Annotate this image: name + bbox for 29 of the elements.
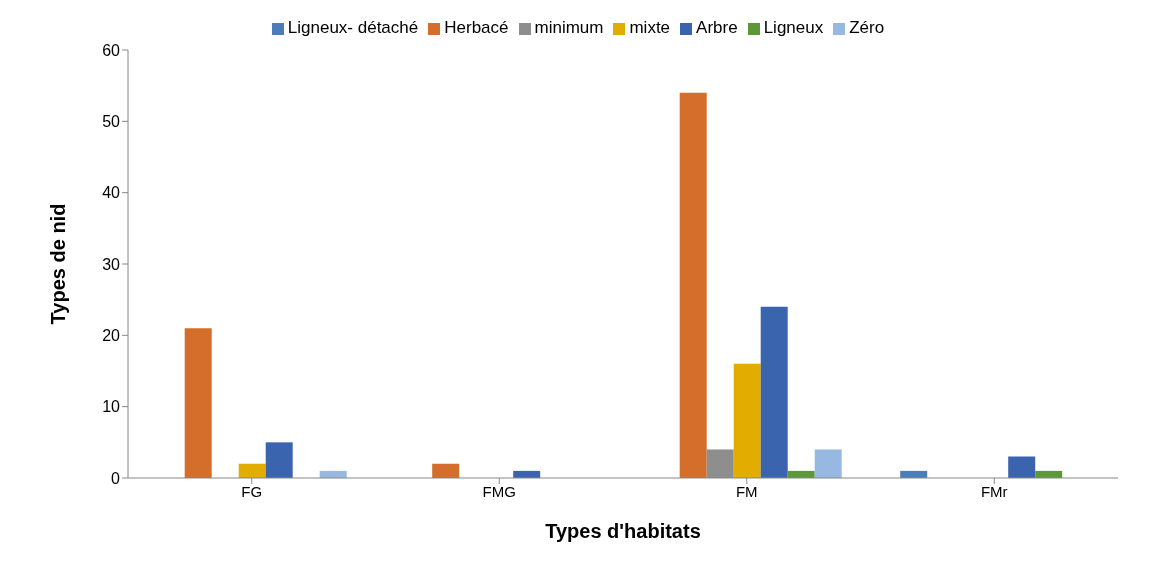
bar — [814, 449, 842, 478]
y-tick-label: 30 — [102, 255, 121, 273]
x-axis-title: Types d'habitats — [545, 520, 701, 542]
x-tick-label: FMr — [980, 482, 1008, 500]
legend-label: Ligneux — [763, 18, 824, 37]
bar — [238, 463, 266, 478]
legend-label: Ligneux- détaché — [287, 18, 419, 37]
y-tick-label: 50 — [102, 113, 121, 131]
y-tick-label: 20 — [102, 327, 121, 345]
legend-label: minimum — [534, 18, 604, 37]
y-tick-label: 40 — [102, 184, 121, 202]
y-tick-label: 60 — [102, 41, 121, 59]
bar — [184, 328, 212, 478]
legend-label: Arbre — [696, 18, 738, 37]
bar — [1008, 456, 1036, 478]
x-tick-label: FG — [241, 482, 263, 500]
bar — [760, 306, 788, 478]
bar — [733, 363, 761, 478]
y-axis-title: Types de nid — [47, 203, 70, 325]
x-tick-label: FMG — [482, 482, 516, 500]
x-tick-label: FM — [735, 482, 758, 500]
bar — [265, 442, 293, 478]
bar — [432, 463, 460, 478]
y-tick-label: 0 — [111, 469, 121, 487]
legend-label: Zéro — [849, 18, 885, 37]
y-tick-label: 10 — [102, 398, 121, 416]
legend-label: Herbacé — [444, 18, 509, 37]
legend-label: mixte — [629, 18, 671, 37]
bar — [679, 92, 707, 478]
